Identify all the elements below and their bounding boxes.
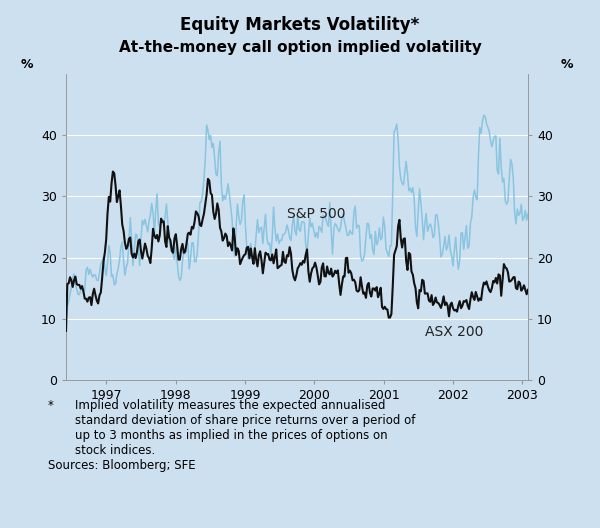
Text: Implied volatility measures the expected annualised
standard deviation of share : Implied volatility measures the expected…	[75, 399, 415, 457]
Text: S&P 500: S&P 500	[287, 207, 345, 221]
Text: Equity Markets Volatility*: Equity Markets Volatility*	[181, 16, 419, 34]
Text: %: %	[561, 58, 574, 71]
Text: %: %	[20, 58, 33, 71]
Text: Sources: Bloomberg; SFE: Sources: Bloomberg; SFE	[48, 459, 196, 473]
Text: ASX 200: ASX 200	[425, 325, 484, 339]
Text: At-the-money call option implied volatility: At-the-money call option implied volatil…	[119, 41, 481, 55]
Text: *: *	[48, 399, 54, 412]
